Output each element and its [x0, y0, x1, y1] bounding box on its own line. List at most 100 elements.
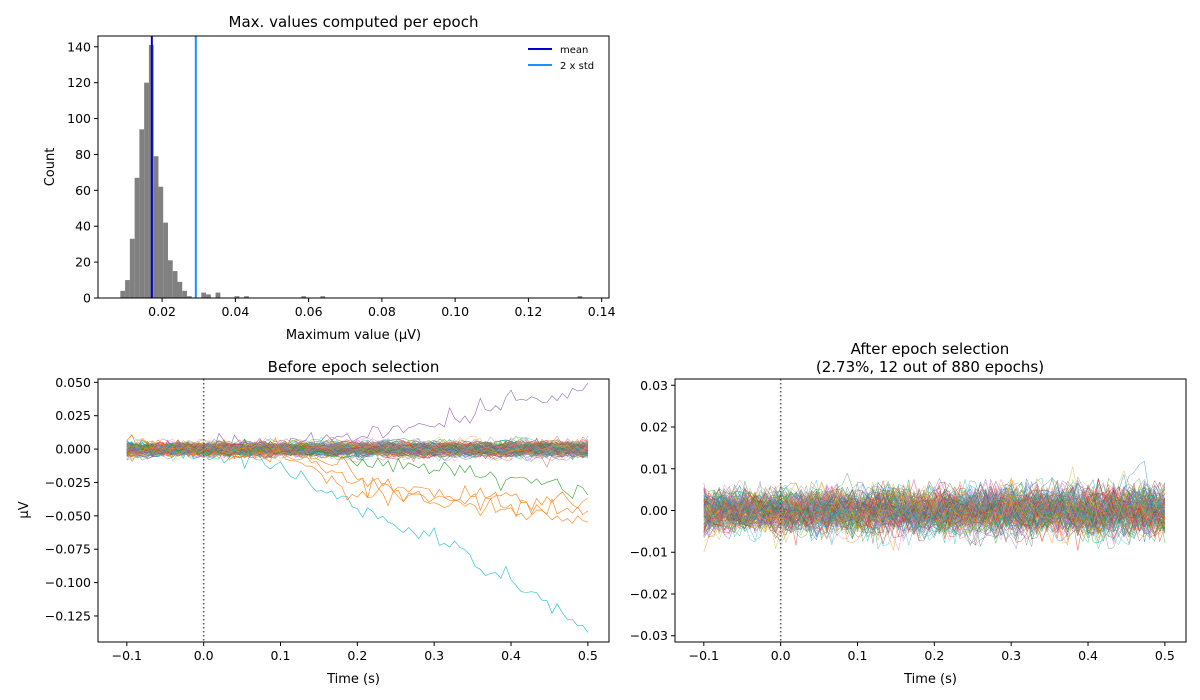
histogram-x-tick-label: 0.12	[514, 304, 542, 319]
histogram-bar	[577, 296, 583, 298]
before-selection-trace	[126, 439, 589, 458]
after-selection-panel: After epoch selection (2.73%, 12 out of …	[630, 340, 1187, 687]
before-selection-x-tick-label: 0.5	[578, 648, 598, 663]
histogram-axes-frame	[97, 35, 610, 299]
after-selection-y-tick-label: 0.02	[640, 420, 668, 435]
histogram-bars	[120, 44, 583, 299]
histogram-bar	[134, 177, 140, 298]
after-selection-y-tick-label: −0.02	[630, 586, 668, 601]
after-selection-x-tick-label: 0.3	[1001, 648, 1021, 663]
histogram-bar	[163, 222, 168, 298]
after-selection-trace	[703, 486, 1166, 532]
histogram-x-label: Maximum value (μV)	[286, 328, 421, 343]
after-selection-trace	[703, 488, 1166, 542]
before-selection-trace	[126, 442, 589, 459]
before-selection-x-tick-label: 0.3	[424, 648, 444, 663]
histogram-y-tick-label: 0	[83, 291, 91, 306]
before-selection-x-tick-label: 0.0	[194, 648, 214, 663]
after-selection-x-label: Time (s)	[903, 672, 957, 687]
histogram-bar	[177, 281, 183, 298]
before-selection-y-tick-label: −0.100	[45, 575, 91, 590]
legend-std-label: 2 x std	[560, 61, 594, 72]
after-selection-y-tick-label: −0.03	[630, 628, 668, 643]
histogram-x-tick-label: 0.04	[221, 304, 249, 319]
histogram-y-label: Count	[43, 148, 58, 187]
histogram-bar	[215, 292, 221, 298]
before-selection-traces	[126, 382, 589, 633]
histogram-y-tick-label: 60	[75, 183, 91, 198]
before-selection-trace	[126, 435, 588, 458]
before-selection-x-tick-label: −0.1	[112, 648, 142, 663]
after-selection-trace	[703, 479, 1166, 550]
histogram-x-tick-label: 0.14	[588, 304, 616, 319]
histogram-bar	[144, 82, 149, 298]
histogram-y-tick-label: 20	[75, 255, 91, 270]
before-selection-y-ticks: 0.050 0.025 0.000 −0.025 −0.050 −0.075 −0.100 −…	[45, 375, 98, 623]
histogram-x-ticks: 0.02 0.04 0.06 0.08 0.10 0.12 0.14	[148, 298, 616, 319]
histogram-y-tick-label: 40	[75, 219, 91, 234]
histogram-x-tick-label: 0.02	[148, 304, 176, 319]
after-selection-x-tick-label: 0.1	[848, 648, 868, 663]
histogram-bar	[120, 290, 126, 298]
histogram-y-tick-label: 120	[67, 75, 91, 90]
histogram-x-tick-label: 0.06	[295, 304, 323, 319]
histogram-bar	[139, 129, 145, 298]
before-selection-y-tick-label: −0.025	[45, 475, 91, 490]
histogram-y-tick-label: 100	[67, 111, 91, 126]
before-selection-axes-frame	[97, 378, 610, 643]
before-selection-x-tick-label: 0.2	[347, 648, 367, 663]
before-selection-outlier-trace	[126, 438, 589, 500]
before-selection-trace	[126, 438, 588, 460]
after-selection-x-tick-label: −0.1	[689, 648, 719, 663]
histogram-bar	[172, 271, 178, 298]
histogram-legend: mean 2 x std	[528, 45, 594, 72]
histogram-y-tick-label: 80	[75, 147, 91, 162]
after-selection-y-ticks: 0.03 0.02 0.01 0.00 −0.01 −0.02 −0.03	[630, 378, 675, 643]
before-selection-y-label: μV	[17, 501, 32, 518]
histogram-bar	[301, 296, 307, 298]
histogram-bar	[320, 296, 326, 298]
before-selection-x-tick-label: 0.1	[271, 648, 291, 663]
histogram-x-tick-label: 0.08	[368, 304, 396, 319]
histogram-bar	[182, 290, 188, 298]
after-selection-trace	[703, 482, 1166, 541]
after-selection-traces	[703, 460, 1166, 553]
histogram-bar	[201, 292, 207, 298]
histogram-bar	[187, 296, 192, 298]
histogram-y-ticks: 0 20 40 60 80 100 120 140	[67, 39, 98, 306]
histogram-bar	[234, 296, 240, 298]
before-selection-x-ticks: −0.1 0.0 0.1 0.2 0.3 0.4 0.5	[112, 642, 598, 663]
after-selection-x-tick-label: 0.2	[924, 648, 944, 663]
legend-mean-label: mean	[560, 45, 588, 56]
after-selection-title-line-2: (2.73%, 12 out of 880 epochs)	[816, 358, 1044, 376]
before-selection-outlier-trace	[126, 438, 589, 511]
before-selection-x-tick-label: 0.4	[501, 648, 521, 663]
histogram-bar	[167, 260, 173, 298]
after-selection-trace	[703, 490, 1166, 536]
after-selection-y-tick-label: 0.03	[640, 378, 668, 393]
histogram-title: Max. values computed per epoch	[229, 13, 479, 31]
before-selection-y-tick-label: −0.050	[45, 508, 91, 523]
before-selection-y-tick-label: 0.000	[55, 442, 91, 457]
after-selection-y-tick-label: 0.00	[640, 503, 668, 518]
histogram-bar	[244, 296, 249, 298]
after-selection-title-line-1: After epoch selection	[851, 340, 1010, 358]
after-selection-x-ticks: −0.1 0.0 0.1 0.2 0.3 0.4 0.5	[689, 642, 1175, 663]
before-selection-y-tick-label: −0.125	[45, 608, 91, 623]
histogram-bar	[153, 156, 159, 298]
histogram-panel: Max. values computed per epoch 0.02 0.04 0…	[43, 13, 616, 343]
after-selection-trace	[703, 483, 1166, 537]
before-selection-outlier-trace	[126, 441, 589, 633]
after-selection-y-tick-label: −0.01	[630, 545, 668, 560]
after-selection-trace	[703, 480, 1166, 536]
after-selection-x-tick-label: 0.0	[771, 648, 791, 663]
before-selection-y-tick-label: 0.050	[55, 375, 91, 390]
after-selection-trace	[703, 480, 1165, 551]
histogram-x-tick-label: 0.10	[441, 304, 469, 319]
after-selection-trace	[703, 481, 1166, 545]
histogram-bar	[158, 186, 164, 298]
before-selection-x-label: Time (s)	[326, 672, 380, 687]
before-selection-panel: Before epoch selection −0.1 0.0 0.1 0.2 0.3 0…	[17, 358, 610, 687]
after-selection-trace	[703, 466, 1166, 534]
